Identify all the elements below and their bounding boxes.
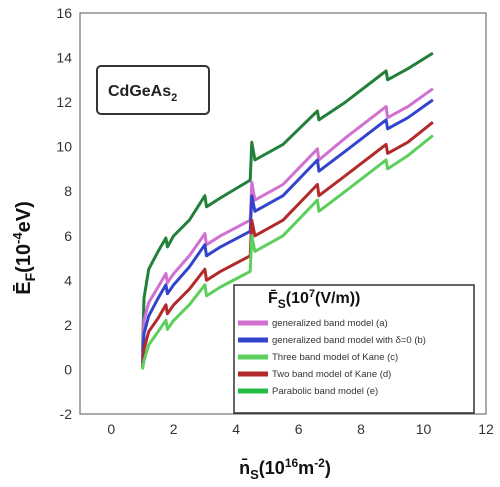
y-tick-label: 6: [64, 228, 72, 244]
x-axis-label: n̄S(1016m-2): [239, 456, 331, 482]
legend: F̄S(107(V/m)) generalized band model (a)…: [233, 284, 475, 414]
legend-title: F̄S(107(V/m)): [268, 288, 360, 311]
annotation-main: CdGeAs: [108, 83, 171, 100]
x-label-unit-mid: m: [298, 458, 314, 478]
y-tick-label: 10: [56, 139, 72, 155]
legend-label: generalized band model with δ=0 (b): [272, 335, 426, 346]
y-tick-label: 0: [64, 361, 72, 377]
y-tick-label: -2: [60, 406, 73, 422]
x-tick-label: 8: [357, 421, 365, 437]
series-line-d: [141, 121, 434, 368]
x-label-sub: S: [250, 467, 259, 482]
legend-label: Three band model of Kane (c): [272, 352, 398, 363]
series-line-c: [141, 98, 434, 363]
x-label-base: n̄: [239, 458, 250, 478]
y-tick-label: 4: [64, 272, 72, 288]
material-annotation: CdGeAs2: [96, 65, 210, 115]
series-line-b: [141, 87, 434, 359]
legend-box: [233, 284, 475, 414]
legend-title-open: (10: [286, 290, 309, 307]
x-label-unit-close: ): [325, 458, 331, 478]
legend-label: Parabolic band model (e): [272, 386, 378, 397]
legend-title-exp: 7: [309, 288, 315, 300]
y-label-unit-close: eV): [13, 201, 35, 232]
y-tick-label: 2: [64, 317, 72, 333]
y-label-unit-exp: -4: [10, 232, 25, 244]
legend-label: generalized band model (a): [272, 318, 388, 329]
y-axis-label: ĒF(10-4eV): [10, 201, 38, 295]
tick-labels: 0 2 4 6 8 10 12 -2 0 2 4 6 8 10 12 14 16: [56, 5, 494, 437]
y-label-sub: F: [22, 272, 38, 281]
x-tick-label: 4: [232, 421, 240, 437]
x-tick-label: 2: [170, 421, 178, 437]
annotation-text: CdGeAs2: [108, 83, 177, 104]
y-tick-label: 8: [64, 183, 72, 199]
y-tick-label: 14: [56, 50, 72, 66]
series-line-a: [141, 51, 434, 352]
x-label-unit-exp2: -2: [314, 456, 325, 470]
x-tick-label: 12: [478, 421, 494, 437]
legend-title-close: (V/m)): [315, 290, 360, 307]
annotation-box: [96, 65, 210, 115]
x-tick-label: 6: [295, 421, 303, 437]
x-tick-label: 10: [416, 421, 432, 437]
axes: [79, 12, 487, 415]
series-line-e: [141, 134, 434, 370]
legend-title-base: F̄: [268, 288, 278, 307]
legend-title-sub: S: [278, 297, 286, 311]
x-label-unit-open: (10: [259, 458, 285, 478]
annotation-sub: 2: [171, 92, 177, 104]
legend-entries: generalized band model (a) generalized ba…: [238, 318, 426, 397]
y-label-base: Ē: [13, 281, 35, 294]
x-label-unit-exp: 16: [285, 456, 299, 470]
plot-frame: [79, 12, 487, 415]
y-label-unit-open: (10: [13, 244, 35, 273]
y-tick-label: 12: [56, 94, 72, 110]
y-tick-label: 16: [56, 5, 72, 21]
legend-label: Two band model of Kane (d): [272, 369, 391, 380]
x-tick-label: 0: [107, 421, 115, 437]
series-layer: [141, 51, 434, 370]
